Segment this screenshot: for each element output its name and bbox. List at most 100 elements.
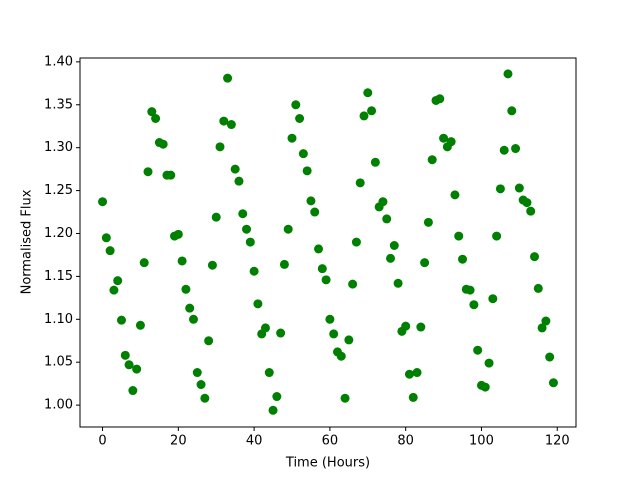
point: [386, 253, 396, 263]
point: [458, 254, 468, 264]
point: [302, 166, 312, 176]
point: [526, 206, 536, 216]
point: [147, 107, 157, 117]
point: [253, 299, 263, 309]
point: [124, 360, 134, 370]
point: [427, 155, 437, 165]
point: [116, 315, 126, 325]
point: [238, 209, 248, 219]
point: [416, 322, 426, 332]
point: [469, 300, 479, 310]
point: [446, 137, 456, 147]
point: [401, 321, 411, 331]
point: [359, 111, 369, 121]
point: [207, 260, 217, 270]
point: [348, 279, 358, 289]
point: [412, 368, 422, 378]
point: [204, 336, 214, 346]
x-tick-label: 0: [98, 434, 106, 449]
point: [242, 224, 252, 234]
point: [120, 350, 130, 360]
point: [484, 358, 494, 368]
point: [211, 212, 221, 222]
point: [268, 405, 278, 415]
point: [192, 368, 202, 378]
point: [355, 178, 365, 188]
x-tick-label: 80: [397, 434, 414, 449]
y-tick-label: 1.35: [44, 97, 73, 112]
y-tick-label: 1.15: [44, 269, 73, 284]
point: [408, 392, 418, 402]
point: [264, 368, 274, 378]
point: [511, 144, 521, 154]
point: [234, 176, 244, 186]
point: [230, 164, 240, 174]
point: [166, 170, 176, 180]
point: [480, 382, 490, 392]
point: [128, 386, 138, 396]
point: [310, 207, 320, 217]
point: [351, 237, 361, 247]
point: [329, 329, 339, 339]
point: [492, 231, 502, 241]
point: [283, 224, 293, 234]
point: [101, 233, 111, 243]
point: [473, 345, 483, 355]
point: [363, 88, 373, 98]
point: [279, 259, 289, 269]
point: [260, 323, 270, 333]
point: [105, 246, 115, 256]
point: [196, 380, 206, 390]
point: [454, 231, 464, 241]
point: [370, 157, 380, 167]
point: [325, 314, 335, 324]
point: [181, 284, 191, 294]
x-tick-label: 20: [170, 434, 187, 449]
x-tick-label: 40: [246, 434, 263, 449]
point: [439, 133, 449, 143]
point: [514, 183, 524, 193]
y-tick-label: 1.25: [44, 183, 73, 198]
y-tick-label: 1.05: [44, 355, 73, 370]
x-axis-label: Time (Hours): [285, 456, 370, 471]
point: [522, 198, 532, 208]
point: [314, 244, 324, 254]
point: [321, 275, 331, 285]
point: [272, 392, 282, 402]
point: [548, 378, 558, 388]
x-tick-label: 100: [469, 434, 494, 449]
point: [537, 323, 547, 333]
point: [173, 229, 183, 239]
point: [200, 393, 210, 403]
y-axis-label: Normalised Flux: [20, 189, 35, 294]
point: [215, 142, 225, 152]
point: [344, 335, 354, 345]
point: [158, 139, 168, 149]
point: [135, 320, 145, 330]
point: [306, 196, 316, 206]
point: [245, 237, 255, 247]
point: [545, 352, 555, 362]
x-tick-label: 120: [545, 434, 570, 449]
point: [143, 167, 153, 177]
plot-frame: [79, 57, 577, 428]
point: [420, 258, 430, 268]
point: [533, 283, 543, 293]
point: [435, 94, 445, 104]
point: [132, 364, 142, 374]
point: [287, 133, 297, 143]
point: [177, 256, 187, 266]
point: [336, 351, 346, 361]
point: [98, 197, 108, 207]
point: [389, 241, 399, 251]
point: [465, 285, 475, 295]
point: [404, 369, 414, 379]
point: [367, 106, 377, 116]
point: [109, 285, 119, 295]
point: [488, 294, 498, 304]
point: [499, 145, 509, 155]
point: [423, 217, 433, 227]
y-tick-label: 1.20: [44, 226, 73, 241]
point: [139, 258, 149, 268]
